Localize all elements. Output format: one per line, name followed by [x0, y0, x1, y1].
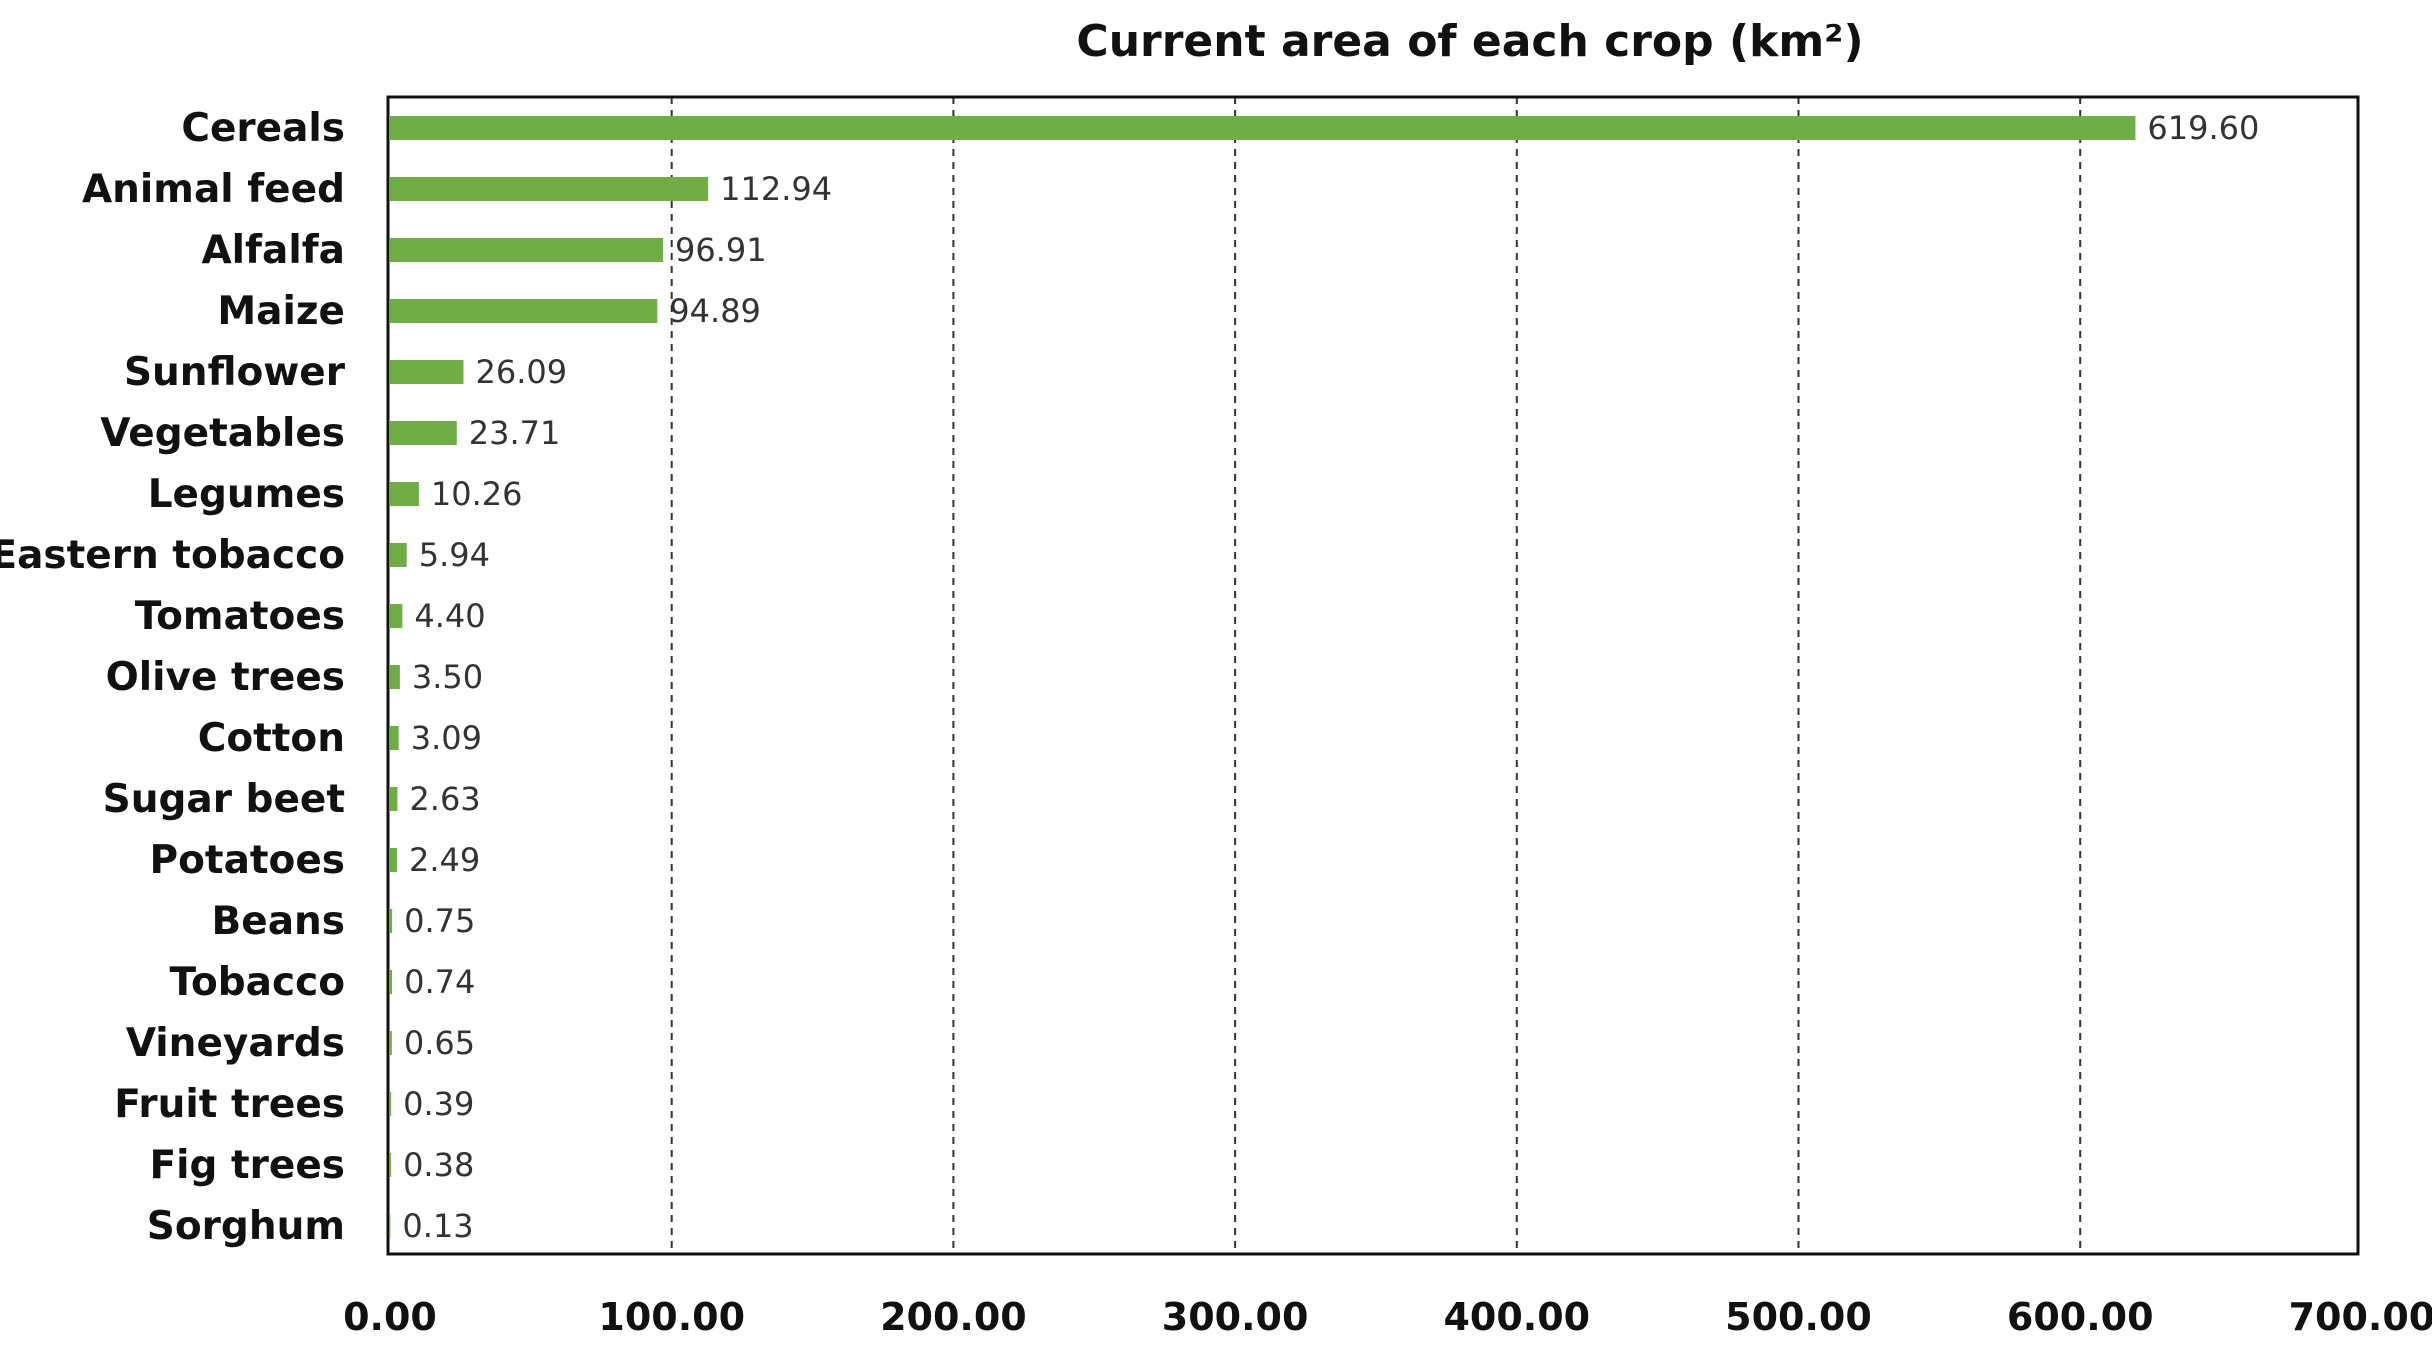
category-label: Sorghum — [147, 1204, 345, 1249]
bar-olive-trees — [390, 665, 400, 689]
bar-vegetables — [390, 421, 457, 445]
data-label: 3.50 — [412, 658, 483, 696]
plot-frame — [388, 97, 2358, 1254]
data-label: 112.94 — [720, 170, 832, 208]
chart-title: Current area of each crop (km²) — [1076, 16, 1863, 67]
bar-animal-feed — [390, 177, 708, 201]
bar-tomatoes — [390, 604, 402, 628]
bars — [390, 116, 2135, 1238]
category-label: Eastern tobacco — [0, 533, 345, 578]
category-label: Tomatoes — [135, 594, 345, 639]
category-label: Sugar beet — [103, 777, 345, 822]
x-axis-tick-labels: 0.00 100.00 200.00 300.00 400.00 500.00 600.00… — [343, 1295, 2432, 1339]
category-label: Maize — [217, 289, 345, 334]
category-labels: Cereals Animal feed Alfalfa Maize Sunflower V… — [0, 106, 346, 1249]
data-label: 0.39 — [403, 1085, 474, 1123]
category-label: Legumes — [148, 472, 345, 517]
gridlines — [672, 97, 2081, 1254]
data-label: 5.94 — [419, 536, 490, 574]
data-label: 0.74 — [404, 963, 475, 1001]
data-label: 94.89 — [669, 292, 761, 330]
data-label: 0.75 — [404, 902, 475, 940]
data-label: 0.13 — [402, 1207, 473, 1245]
category-label: Cereals — [181, 106, 345, 151]
category-label: Potatoes — [150, 838, 345, 883]
bar-beans — [390, 909, 392, 933]
bar-cotton — [390, 726, 399, 750]
x-tick-label: 400.00 — [1443, 1295, 1590, 1339]
category-label: Vineyards — [126, 1021, 345, 1066]
category-label: Vegetables — [100, 411, 345, 456]
bar-legumes — [390, 482, 419, 506]
category-label: Fig trees — [150, 1143, 346, 1188]
x-tick-label: 300.00 — [1162, 1295, 1309, 1339]
x-tick-label: 100.00 — [598, 1295, 745, 1339]
bar-sugar-beet — [390, 787, 397, 811]
bar-fig-trees — [390, 1153, 391, 1177]
x-tick-label: 500.00 — [1725, 1295, 1872, 1339]
data-label: 0.65 — [404, 1024, 475, 1062]
category-label: Alfalfa — [202, 228, 346, 273]
data-label: 3.09 — [411, 719, 482, 757]
bar-tobacco — [390, 970, 392, 994]
bar-alfalfa — [390, 238, 663, 262]
x-tick-label: 200.00 — [880, 1295, 1027, 1339]
x-tick-label: 700.00 — [2289, 1295, 2432, 1339]
category-label: Animal feed — [82, 167, 345, 212]
bar-maize — [390, 299, 657, 323]
x-tick-label: 600.00 — [2007, 1295, 2154, 1339]
data-label: 26.09 — [475, 353, 567, 391]
bar-cereals — [390, 116, 2135, 140]
data-label: 23.71 — [469, 414, 561, 452]
data-label: 619.60 — [2147, 109, 2259, 147]
data-label: 2.49 — [409, 841, 480, 879]
bar-sunflower — [390, 360, 463, 384]
data-label: 4.40 — [414, 597, 485, 635]
data-label: 96.91 — [675, 231, 767, 269]
bar-potatoes — [390, 848, 397, 872]
category-label: Tobacco — [170, 960, 345, 1005]
category-label: Cotton — [198, 716, 345, 761]
bar-fruit-trees — [390, 1092, 391, 1116]
data-label: 2.63 — [409, 780, 480, 818]
category-label: Olive trees — [106, 655, 345, 700]
data-label: 0.38 — [403, 1146, 474, 1184]
data-labels: 619.60 112.94 96.91 94.89 26.09 23.71 10.26 5.9… — [402, 109, 2259, 1245]
bar-eastern-tobacco — [390, 543, 407, 567]
x-tick-label: 0.00 — [343, 1295, 437, 1339]
data-label: 10.26 — [431, 475, 523, 513]
category-label: Fruit trees — [114, 1082, 345, 1127]
bar-vineyards — [390, 1031, 392, 1055]
category-label: Beans — [212, 899, 345, 944]
category-label: Sunflower — [124, 350, 346, 395]
